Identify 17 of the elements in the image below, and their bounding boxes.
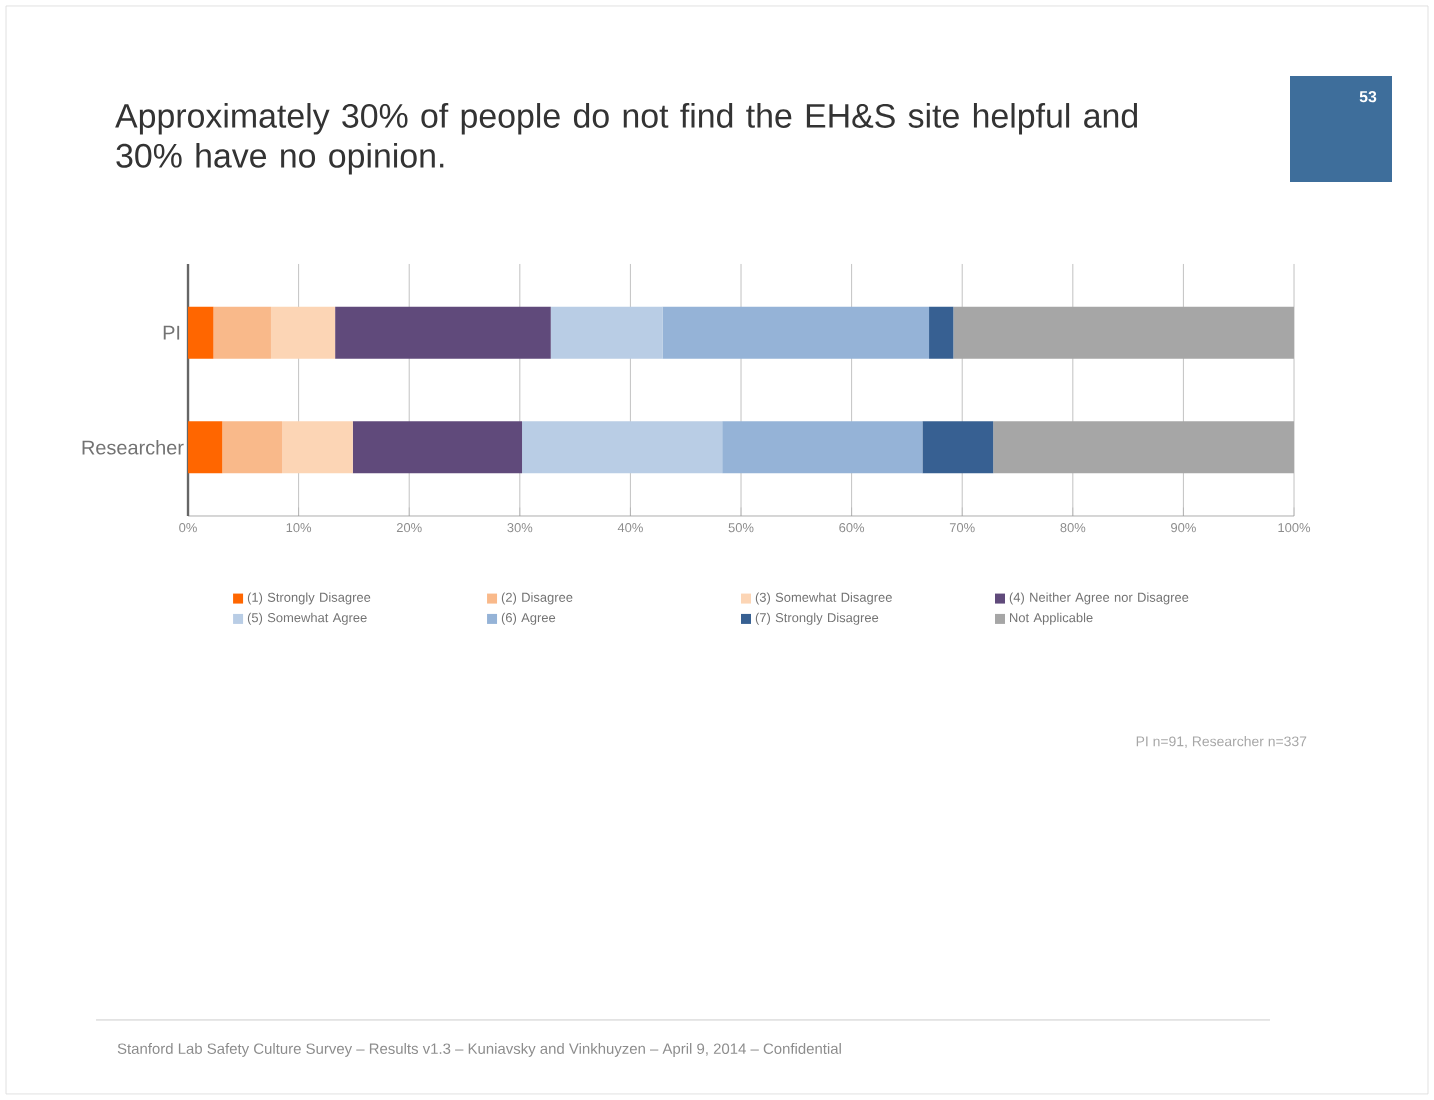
y-tick-label: PI: [163, 325, 180, 340]
bar: [188, 421, 223, 474]
bar: [335, 306, 551, 359]
bar: [662, 306, 930, 359]
bar: [188, 306, 214, 359]
bar: [222, 421, 283, 474]
y-tick-label: Researcher: [82, 439, 184, 455]
bar: [213, 306, 271, 359]
bar: [550, 306, 663, 359]
bar: [270, 306, 336, 359]
bar: [929, 306, 954, 359]
bar: [352, 421, 523, 474]
bar: [922, 421, 994, 474]
bar: [722, 421, 923, 474]
chart-title: Approximately 30% of people do not find the EH&S site helpful and 30% have no opinion.: [115, 103, 1138, 175]
bar: [522, 421, 723, 474]
bar: [282, 421, 353, 474]
